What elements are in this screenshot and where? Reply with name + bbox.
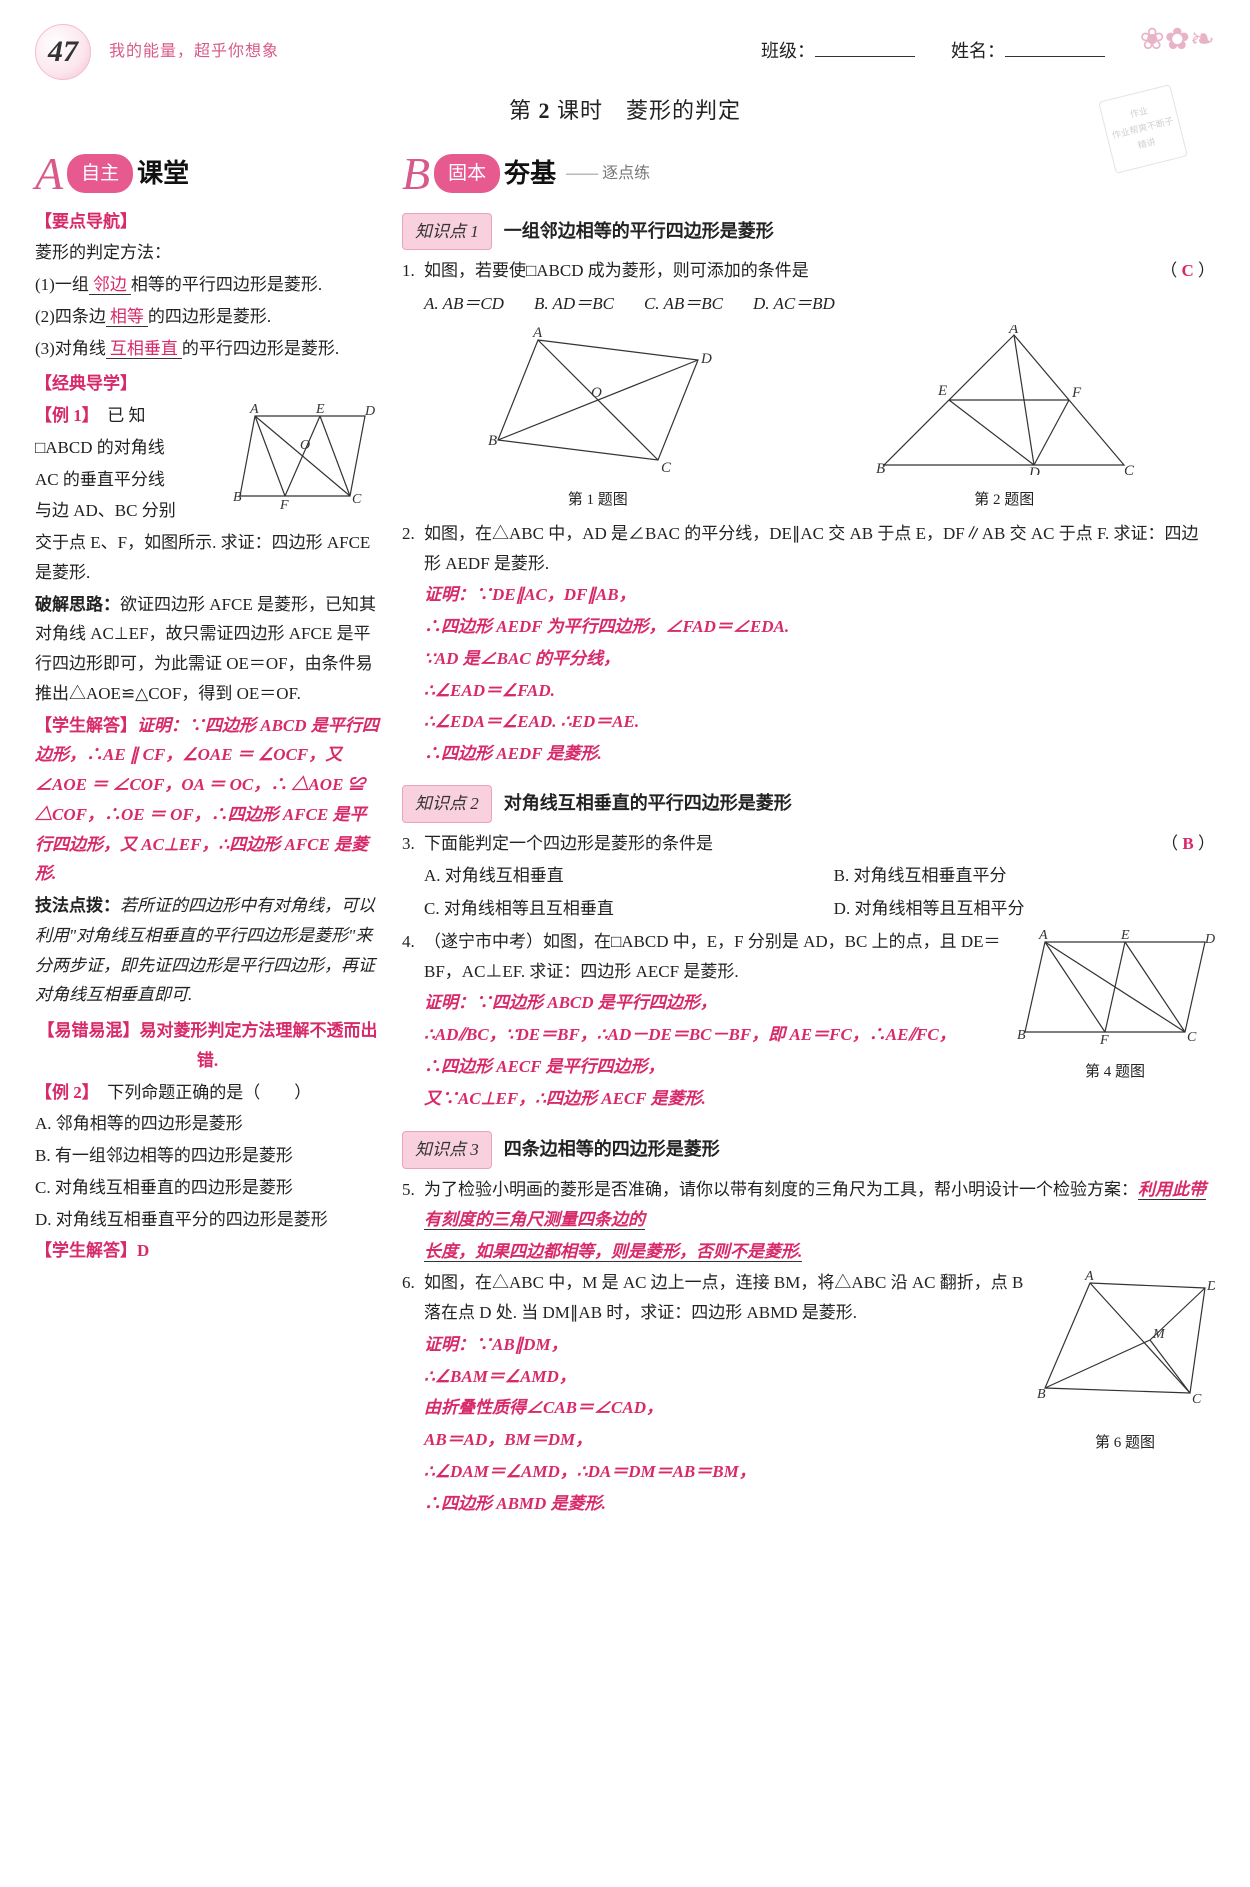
right-column: B 固本 夯基 —— 逐点练 知识点 1一组邻边相等的平行四边形是菱形 1. 如… bbox=[402, 145, 1215, 1521]
nav-item: (1)一组邻边相等的平行四边形是菱形. bbox=[35, 270, 380, 300]
svg-text:B: B bbox=[1037, 1387, 1046, 1402]
student-answer2: 【学生解答】D bbox=[35, 1236, 380, 1266]
q4-diagram: AED BFC 第 4 题图 bbox=[1015, 927, 1215, 1085]
section-a-header: A 自主 课堂 bbox=[35, 151, 380, 197]
option: D. 对角线互相垂直平分的四边形是菱形 bbox=[35, 1205, 380, 1235]
q1-options: A. AB＝CDB. AD＝BC C. AB＝BCD. AC＝BD bbox=[424, 289, 1215, 319]
svg-text:E: E bbox=[315, 402, 325, 417]
svg-text:C: C bbox=[352, 492, 362, 507]
svg-text:O: O bbox=[591, 385, 602, 401]
svg-text:B: B bbox=[1017, 1028, 1026, 1043]
class-label: 班级： bbox=[761, 36, 915, 68]
svg-text:B: B bbox=[233, 490, 242, 505]
svg-text:F: F bbox=[1071, 385, 1082, 401]
svg-text:E: E bbox=[937, 383, 947, 399]
q4-proof: 证明：∵四边形 ABCD 是平行四边形， bbox=[424, 988, 1005, 1018]
section-b-header: B 固本 夯基 —— 逐点练 bbox=[402, 151, 1215, 197]
option: C. 对角线互相垂直的四边形是菱形 bbox=[35, 1173, 380, 1203]
q6-diagram: AD BCM 第 6 题图 bbox=[1035, 1268, 1215, 1456]
nav-item: (2)四条边相等的四边形是菱形. bbox=[35, 302, 380, 332]
option: A. 邻角相等的四边形是菱形 bbox=[35, 1109, 380, 1139]
question-2: 2. 如图，在△ABC 中，AD 是∠BAC 的平分线，DE∥AC 交 AB 于… bbox=[402, 519, 1215, 579]
svg-text:C: C bbox=[1187, 1030, 1197, 1045]
letter-a-icon: A bbox=[35, 151, 63, 197]
svg-text:D: D bbox=[1204, 932, 1215, 947]
q6-proof: 证明：∵AB∥DM， bbox=[424, 1330, 1025, 1360]
svg-text:B: B bbox=[488, 433, 497, 449]
classic-heading: 【经典导学】 bbox=[35, 369, 380, 399]
left-column: A 自主 课堂 【要点导航】 菱形的判定方法： (1)一组邻边相等的平行四边形是… bbox=[35, 145, 380, 1521]
nav-heading: 【要点导航】 bbox=[35, 207, 380, 237]
svg-text:C: C bbox=[661, 460, 672, 475]
option: B. 有一组邻边相等的四边形是菱形 bbox=[35, 1141, 380, 1171]
corner-ornament-icon: ❀✿❧ bbox=[1140, 14, 1215, 67]
question-5: 5. 为了检验小明画的菱形是否准确，请你以带有刻度的三角尺为工具，帮小明设计一个… bbox=[402, 1175, 1215, 1235]
letter-b-icon: B bbox=[402, 151, 430, 197]
example1-diagram: A E D B F C O bbox=[230, 401, 380, 521]
knowledge-point-1: 知识点 1一组邻边相等的平行四边形是菱形 bbox=[402, 213, 1215, 251]
svg-text:O: O bbox=[300, 438, 310, 453]
example1-text: 交于点 E、F，如图所示. 求证：四边形 AFCE 是菱形. bbox=[35, 528, 380, 588]
technique-tip: 技法点拨：若所证的四边形中有对角线，可以利用"对角线互相垂直的平行四边形是菱形"… bbox=[35, 891, 380, 1010]
q3-options: A. 对角线互相垂直B. 对角线互相垂直平分 C. 对角线相等且互相垂直D. 对… bbox=[424, 861, 1215, 924]
svg-text:A: A bbox=[1008, 325, 1019, 337]
knowledge-point-2: 知识点 2对角线互相垂直的平行四边形是菱形 bbox=[402, 785, 1215, 823]
slogan: 我的能量，超乎你想象 bbox=[109, 38, 279, 66]
q5-answer-cont: 长度，如果四边都相等，则是菱形，否则不是菱形. bbox=[424, 1237, 1215, 1267]
q2-diagram: A B D C E F bbox=[874, 325, 1134, 475]
page-number: 47 bbox=[35, 24, 91, 80]
svg-text:A: A bbox=[1038, 928, 1048, 943]
svg-text:A: A bbox=[1084, 1269, 1094, 1284]
q1-diagram: A D C B O bbox=[483, 325, 713, 475]
svg-text:D: D bbox=[1028, 465, 1040, 475]
svg-text:D: D bbox=[364, 404, 375, 419]
lesson-title: 第 2 课时 菱形的判定 bbox=[35, 92, 1215, 131]
q1-q2-diagrams: ADCB O 第 1 题图 bbox=[402, 325, 1215, 513]
svg-text:C: C bbox=[1192, 1392, 1202, 1407]
question-4: 4. （遂宁市中考）如图，在□ABCD 中，E，F 分别是 AD，BC 上的点，… bbox=[402, 927, 1005, 987]
svg-text:F: F bbox=[1099, 1033, 1109, 1047]
question-6: 6. 如图，在△ABC 中，M 是 AC 边上一点，连接 BM，将△ABC 沿 … bbox=[402, 1268, 1025, 1328]
svg-text:D: D bbox=[1206, 1279, 1215, 1294]
question-1: 1. 如图，若要使□ABCD 成为菱形，则可添加的条件是（ C ） bbox=[402, 256, 1215, 286]
nav-intro: 菱形的判定方法： bbox=[35, 238, 380, 268]
name-label: 姓名： bbox=[951, 36, 1105, 68]
svg-text:C: C bbox=[1124, 463, 1134, 475]
student-answer: 【学生解答】证明：∵四边形 ABCD 是平行四边形，∴AE ∥ CF，∠OAE … bbox=[35, 711, 380, 890]
svg-text:A: A bbox=[532, 325, 543, 341]
svg-text:M: M bbox=[1152, 1327, 1166, 1342]
solution-idea: 破解思路：欲证四边形 AFCE 是菱形，已知其对角线 AC⊥EF，故只需证四边形… bbox=[35, 590, 380, 709]
error-heading: 【易错易混】易对菱形判定方法理解不透而出错. bbox=[35, 1016, 380, 1076]
svg-text:A: A bbox=[249, 402, 259, 417]
knowledge-point-3: 知识点 3四条边相等的四边形是菱形 bbox=[402, 1131, 1215, 1169]
q2-proof: 证明：∵DE∥AC，DF∥AB， bbox=[424, 580, 1215, 610]
svg-text:D: D bbox=[700, 351, 712, 367]
svg-text:B: B bbox=[876, 461, 885, 475]
svg-text:F: F bbox=[279, 498, 289, 511]
nav-item: (3)对角线互相垂直的平行四边形是菱形. bbox=[35, 334, 380, 364]
svg-text:E: E bbox=[1120, 928, 1130, 943]
example2: 【例 2】 下列命题正确的是（ ） bbox=[35, 1078, 380, 1108]
question-3: 3. 下面能判定一个四边形是菱形的条件是（ B ） bbox=[402, 829, 1215, 859]
